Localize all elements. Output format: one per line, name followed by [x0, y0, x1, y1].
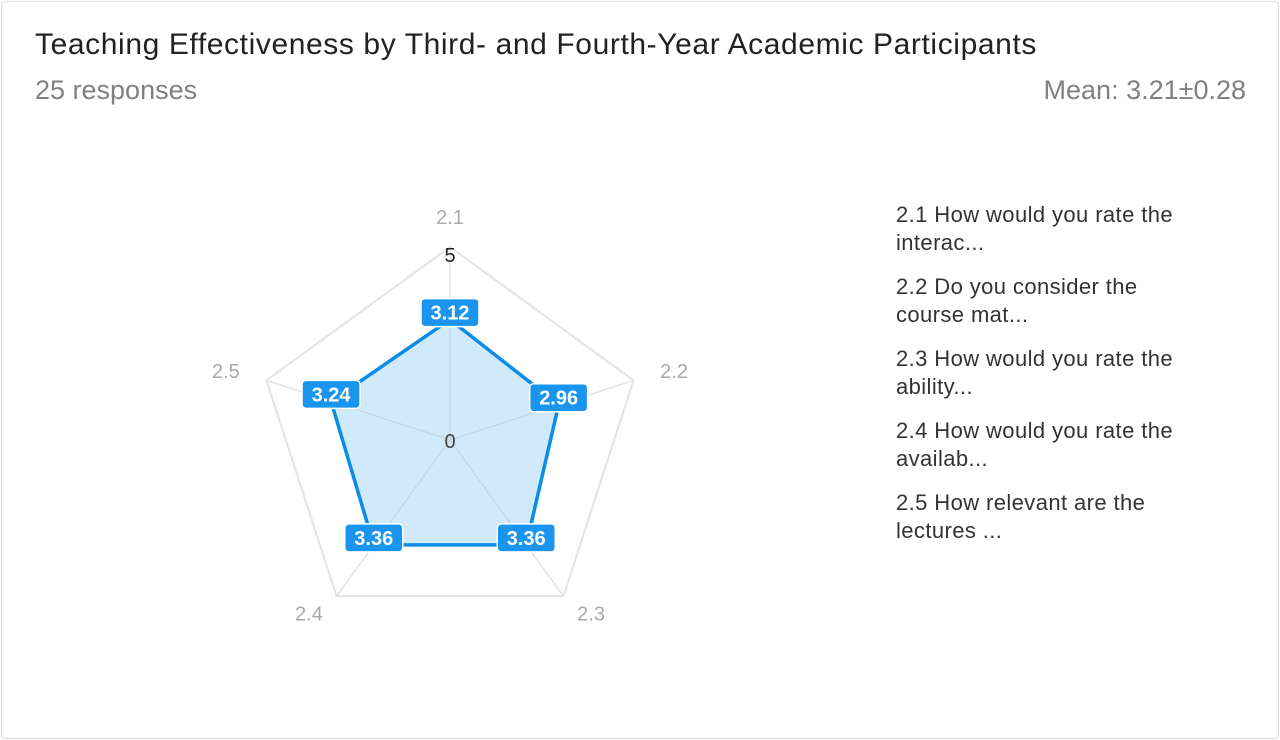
question-legend: 2.1 How would you rate the interac... 2.…: [896, 201, 1196, 561]
legend-item-2-4: 2.4 How would you rate the availab...: [896, 418, 1173, 471]
radar-value-badge-5: [301, 379, 361, 410]
radar-value-badge-4: [344, 523, 404, 553]
radar-value-label-2: 2.96: [539, 388, 578, 410]
radar-axis-label-5: 2.5: [212, 361, 240, 383]
radar-value-label-3: 3.36: [507, 528, 546, 550]
radar-range-min-label: 0: [444, 431, 455, 453]
legend-item-2-1: 2.1 How would you rate the interac...: [896, 202, 1173, 255]
radar-axis-label-1: 2.1: [436, 207, 464, 229]
radar-value-badge-3: [496, 523, 556, 553]
legend-item-2-5: 2.5 How relevant are the lectures ...: [896, 490, 1146, 543]
radar-grid-outer: [265, 245, 635, 598]
radar-axis-label-4: 2.4: [295, 603, 323, 625]
radar-axis-label-2: 2.2: [660, 361, 688, 383]
radar-range-max-label: 5: [444, 245, 455, 267]
radar-value-label-5: 3.24: [312, 384, 352, 406]
legend-item-2-3: 2.3 How would you rate the ability...: [896, 346, 1173, 399]
response-count: 25 responses: [35, 75, 198, 105]
radar-value-badge-2: [528, 382, 589, 413]
radar-axis-label-3: 2.3: [577, 603, 605, 625]
legend-item-2-2: 2.2 Do you consider the course mat...: [896, 274, 1138, 327]
mean-value: Mean: 3.21±0.28: [1043, 75, 1246, 105]
radar-value-badge-1: [420, 297, 480, 328]
radar-value-label-1: 3.12: [431, 303, 470, 325]
radar-value-label-4: 3.36: [354, 528, 393, 550]
chart-title: Teaching Effectiveness by Third- and Fou…: [35, 28, 1037, 61]
